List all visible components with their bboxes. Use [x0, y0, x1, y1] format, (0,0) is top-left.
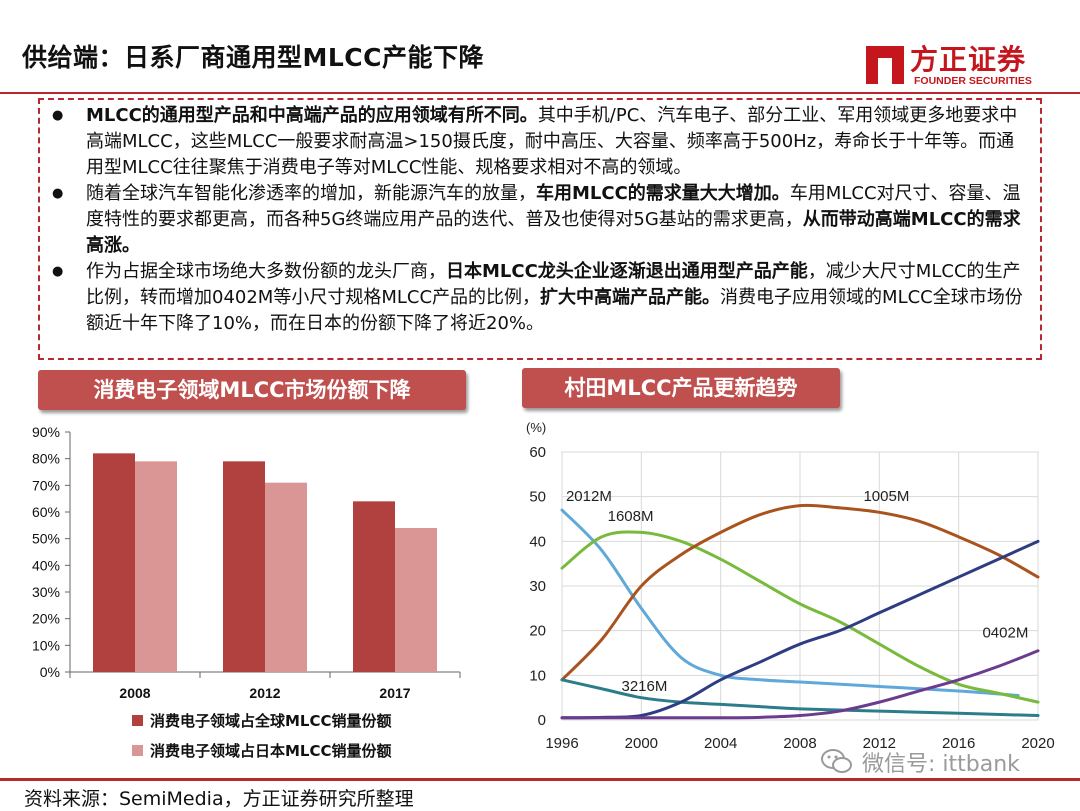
founder-logo-icon	[866, 46, 904, 84]
bar	[353, 501, 395, 672]
y-tick-label: 20	[529, 623, 546, 640]
page-title: 供给端：日系厂商通用型MLCC产能下降	[22, 43, 485, 72]
bar	[265, 482, 307, 672]
bullet-item: ● 作为占据全球市场绝大多数份额的龙头厂商，日本MLCC龙头企业逐渐退出通用型产…	[46, 259, 1026, 337]
legend-label: 消费电子领域占日本MLCC销量份额	[150, 742, 392, 760]
series-line	[560, 503, 1040, 682]
x-tick-label: 2008	[119, 685, 150, 701]
logo-chinese-name: 方正证券	[910, 43, 1027, 76]
x-tick-label: 2000	[625, 735, 658, 752]
x-tick-label: 2017	[379, 685, 410, 701]
bar	[395, 528, 437, 672]
y-tick-label: 60	[529, 444, 546, 461]
legend-swatch	[132, 745, 143, 756]
source-note: 资料来源：SemiMedia，方正证券研究所整理	[24, 788, 414, 810]
bullet-bold-text: 从而带动高端MLCC的需求高涨。	[86, 209, 1021, 256]
bullet-bold-text: 扩大中高端产品产能。	[540, 287, 721, 308]
y-tick-label: 40%	[32, 557, 60, 573]
y-tick-label: 30	[529, 578, 546, 595]
series-label: 0402M	[982, 624, 1028, 641]
bullet-text: 消费电子应用领域的MLCC全球市场份额近十年下降了10%，而在日本的份额下降了将…	[86, 287, 1023, 334]
line-chart: 0 10 20 30 40 50 60 1996 2000 2004 2008 2012 2016 202…	[526, 420, 1055, 752]
bullet-dot-icon: ●	[52, 108, 64, 123]
x-tick-label: 2004	[704, 735, 737, 752]
series-label: 2012M	[566, 488, 612, 505]
watermark-text: 微信号: ittbank	[862, 752, 1020, 777]
bullet-item: ● MLCC的通用型产品和中高端产品的应用领域有所不同。其中手机/PC、汽车电子…	[46, 103, 1026, 181]
y-tick-label: 30%	[32, 584, 60, 600]
y-tick-label: 70%	[32, 477, 60, 493]
bar	[93, 453, 135, 672]
y-tick-label: 50%	[32, 531, 60, 547]
x-tick-label: 2012	[863, 735, 896, 752]
y-tick-label: 50	[529, 489, 546, 506]
series-line	[560, 508, 1020, 697]
bullet-dot-icon: ●	[52, 186, 64, 201]
footer-divider	[0, 778, 1080, 781]
y-tick-label: 10%	[32, 637, 60, 653]
left-panel-label: 消费电子领域MLCC市场份额下降	[38, 370, 466, 410]
series-label: 3216M	[622, 678, 668, 695]
wechat-watermark: 微信号: ittbank	[820, 746, 1020, 778]
founder-logo: 方正证券 FOUNDER SECURITIES	[862, 40, 1062, 90]
y-axis-label: (%)	[526, 420, 546, 435]
series-line	[560, 539, 1040, 720]
summary-bullets: ● MLCC的通用型产品和中高端产品的应用领域有所不同。其中手机/PC、汽车电子…	[46, 103, 1026, 337]
bullet-bold-text: 日本MLCC龙头企业逐渐退出通用型产品产能	[446, 261, 808, 282]
y-tick-label: 20%	[32, 611, 60, 627]
bar	[135, 461, 177, 672]
legend-label: 消费电子领域占全球MLCC销量份额	[150, 712, 392, 730]
bar-chart: 0% 10% 20% 30% 40% 50% 60% 70% 80% 90% 2008 2012 201…	[32, 424, 461, 760]
x-tick-label: 1996	[545, 735, 578, 752]
series-label: 1005M	[863, 488, 909, 505]
bullet-bold-text: MLCC的通用型产品和中高端产品的应用领域有所不同。	[86, 105, 538, 126]
bullet-item: ● 随着全球汽车智能化渗透率的增加，新能源汽车的放量，车用MLCC的需求量大大增…	[46, 181, 1026, 259]
bar	[223, 461, 265, 672]
wechat-icon	[821, 749, 852, 773]
y-tick-label: 80%	[32, 451, 60, 467]
series-label: 1608M	[608, 508, 654, 525]
bullet-bold-text: 车用MLCC的需求量大大增加。	[536, 183, 790, 204]
y-tick-label: 0%	[40, 664, 60, 680]
x-tick-label: 2020	[1021, 735, 1054, 752]
logo-english-name: FOUNDER SECURITIES	[914, 75, 1032, 87]
bullet-dot-icon: ●	[52, 264, 64, 279]
y-tick-label: 10	[529, 667, 546, 684]
y-tick-label: 60%	[32, 504, 60, 520]
series-line	[560, 530, 1040, 704]
series-line	[560, 678, 1040, 718]
title-divider	[0, 92, 1080, 94]
bullet-text: 车用MLCC对尺寸、容量、温度特性的要求都更高，而各种5G终端应用产品的迭代、普…	[86, 183, 1021, 230]
y-tick-label: 0	[538, 712, 546, 729]
bullet-text: ，减少大尺寸MLCC的生产比例，转而增加0402M等小尺寸规格MLCC产品的比例…	[86, 261, 1021, 308]
x-tick-label: 2012	[249, 685, 280, 701]
bullet-text: 随着全球汽车智能化渗透率的增加，新能源汽车的放量，	[86, 183, 536, 204]
legend-swatch	[132, 715, 143, 726]
bullet-text: 作为占据全球市场绝大多数份额的龙头厂商，	[86, 261, 446, 282]
bullet-text: 其中手机/PC、汽车电子、部分工业、军用领域更多地要求中高端MLCC，这些MLC…	[86, 105, 1018, 178]
x-tick-label: 2016	[942, 735, 975, 752]
series-line	[560, 649, 1040, 720]
summary-box	[38, 98, 1042, 360]
x-tick-label: 2008	[783, 735, 816, 752]
y-tick-label: 90%	[32, 424, 60, 440]
right-panel-label: 村田MLCC产品更新趋势	[522, 368, 840, 408]
y-tick-label: 40	[529, 533, 546, 550]
